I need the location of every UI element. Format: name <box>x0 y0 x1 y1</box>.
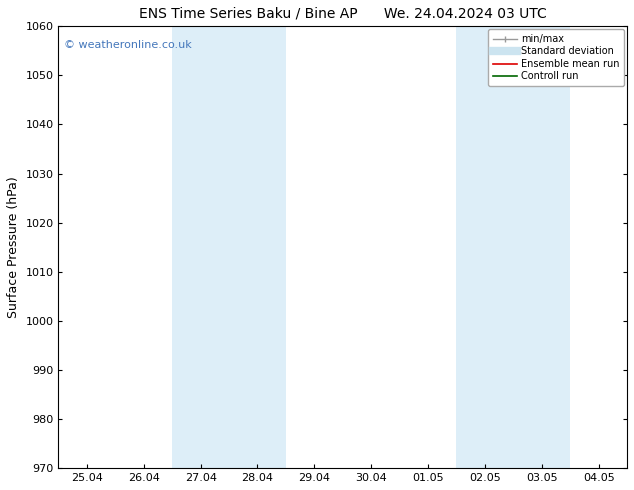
Bar <box>172 26 286 468</box>
Y-axis label: Surface Pressure (hPa): Surface Pressure (hPa) <box>7 176 20 318</box>
Bar <box>456 26 570 468</box>
Legend: min/max, Standard deviation, Ensemble mean run, Controll run: min/max, Standard deviation, Ensemble me… <box>488 29 624 86</box>
Title: ENS Time Series Baku / Bine AP      We. 24.04.2024 03 UTC: ENS Time Series Baku / Bine AP We. 24.04… <box>139 7 547 21</box>
Text: © weatheronline.co.uk: © weatheronline.co.uk <box>64 40 192 49</box>
